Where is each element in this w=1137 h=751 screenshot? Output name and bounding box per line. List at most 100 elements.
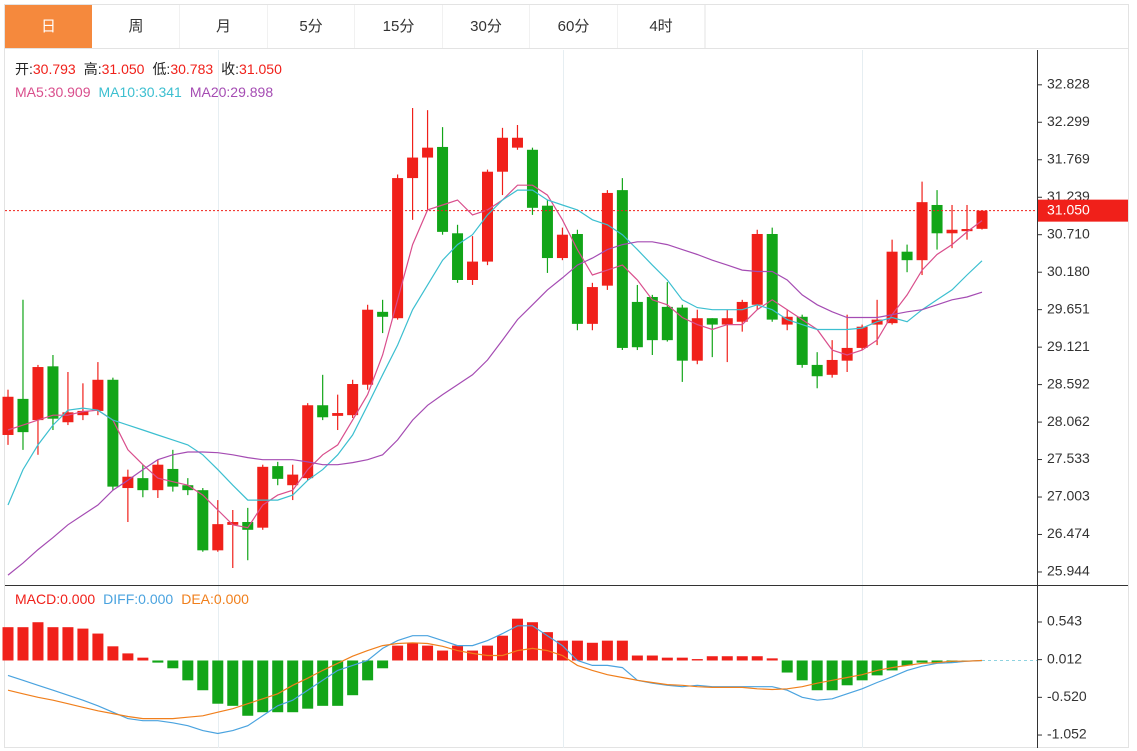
macd-bar bbox=[242, 660, 254, 716]
frame bbox=[4, 4, 1129, 748]
candle-body bbox=[107, 379, 119, 487]
candle-body bbox=[901, 251, 913, 261]
y-tick-label: 32.828 bbox=[1047, 76, 1090, 92]
macd-bar bbox=[467, 650, 479, 661]
macd-bar bbox=[482, 645, 494, 661]
y-tick-label: 28.062 bbox=[1047, 413, 1090, 429]
tab-label[interactable]: 5分 bbox=[299, 18, 322, 35]
candle-body bbox=[526, 149, 538, 208]
macd-bar bbox=[167, 660, 179, 669]
candle-body bbox=[706, 318, 718, 325]
macd-bar bbox=[601, 640, 613, 661]
macd-bar bbox=[77, 628, 89, 661]
tab[interactable]: 5分 bbox=[267, 5, 356, 48]
candle-body bbox=[47, 366, 59, 419]
macd-bar bbox=[811, 660, 823, 691]
macd-bar bbox=[422, 645, 434, 661]
macd-bar bbox=[377, 660, 389, 669]
candle-body bbox=[601, 192, 613, 286]
legend-label: DEA: bbox=[181, 591, 214, 607]
macd-bar bbox=[556, 640, 568, 661]
tab-bg[interactable] bbox=[267, 5, 355, 48]
y-tick-label: -0.520 bbox=[1047, 688, 1087, 704]
macd-bar bbox=[32, 622, 44, 661]
macd-bar bbox=[317, 660, 329, 706]
macd-bar bbox=[526, 622, 538, 661]
macd-bar bbox=[197, 660, 209, 691]
candle-body bbox=[781, 316, 793, 325]
candle-body bbox=[631, 301, 643, 348]
tab-label[interactable]: 4时 bbox=[649, 18, 672, 35]
candle-body bbox=[317, 405, 329, 418]
last-price-box bbox=[1038, 199, 1128, 222]
candle-body bbox=[736, 301, 748, 322]
macd-bar bbox=[646, 655, 658, 661]
tab[interactable]: 月 bbox=[180, 5, 268, 48]
tab-bg[interactable] bbox=[355, 5, 442, 48]
macd-bar bbox=[616, 640, 628, 661]
tab-bg[interactable] bbox=[5, 5, 92, 48]
tab-bg[interactable] bbox=[180, 5, 267, 48]
macd-bar bbox=[871, 660, 883, 676]
tab[interactable]: 30分 bbox=[442, 5, 531, 48]
macd-bar bbox=[347, 660, 359, 696]
tab[interactable]: 60分 bbox=[530, 5, 618, 48]
tab-label[interactable]: 15分 bbox=[383, 18, 415, 35]
y-tick-label: 27.003 bbox=[1047, 488, 1090, 504]
candle-body bbox=[482, 171, 494, 262]
tab[interactable]: 周 bbox=[92, 5, 181, 48]
candle-body bbox=[212, 524, 224, 551]
macd-bar bbox=[661, 657, 673, 661]
candle-body bbox=[257, 466, 269, 528]
macd-bar bbox=[437, 650, 449, 661]
macd-bar bbox=[92, 633, 104, 661]
candle-body bbox=[437, 146, 449, 232]
candle-body bbox=[976, 210, 988, 229]
candle-body bbox=[227, 522, 239, 525]
macd-bar bbox=[841, 660, 853, 686]
macd-bar bbox=[62, 627, 74, 661]
candle-body bbox=[377, 311, 389, 317]
macd-bar bbox=[886, 660, 898, 671]
tab[interactable]: 日 bbox=[5, 5, 92, 48]
tab-label[interactable]: 周 bbox=[128, 18, 143, 35]
candle-body bbox=[422, 147, 434, 158]
legend-value: 30.341 bbox=[139, 84, 182, 100]
macd-bar bbox=[272, 660, 284, 713]
macd-bar bbox=[781, 660, 793, 673]
macd-bar bbox=[706, 656, 718, 661]
tab-bg[interactable] bbox=[530, 5, 617, 48]
legend-value: 31.050 bbox=[102, 61, 145, 77]
candle-body bbox=[407, 157, 419, 179]
candle-body bbox=[661, 306, 673, 341]
candle-body bbox=[272, 466, 284, 479]
tab-bg[interactable] bbox=[617, 5, 705, 48]
y-tick-label: 25.944 bbox=[1047, 563, 1090, 579]
tab-bg[interactable] bbox=[442, 5, 530, 48]
candle-body bbox=[452, 233, 464, 280]
legend-value: 31.050 bbox=[239, 61, 282, 77]
tab[interactable]: 15分 bbox=[355, 5, 443, 48]
tab-label[interactable]: 60分 bbox=[558, 18, 590, 35]
ma-line bbox=[7, 189, 983, 506]
legend-label: MA5: bbox=[15, 84, 48, 100]
tab-label[interactable]: 30分 bbox=[470, 18, 502, 35]
tab-label[interactable]: 月 bbox=[216, 18, 231, 35]
macd-bar bbox=[541, 632, 553, 661]
candle-body bbox=[946, 229, 958, 234]
candle-body bbox=[467, 261, 479, 280]
tab-label[interactable]: 日 bbox=[41, 18, 56, 35]
macd-bar bbox=[736, 656, 748, 661]
y-tick-label: 29.121 bbox=[1047, 338, 1090, 354]
candle-body bbox=[766, 233, 778, 320]
y-tick-label: 27.533 bbox=[1047, 450, 1090, 466]
macd-bar bbox=[302, 660, 314, 709]
candle-body bbox=[496, 137, 508, 172]
macd-bar bbox=[916, 660, 928, 663]
legend: MACD:0.000 DIFF:0.000 DEA:0.000 bbox=[15, 591, 249, 607]
candle-body bbox=[362, 309, 374, 385]
tab-bg[interactable] bbox=[92, 5, 180, 48]
candle-body bbox=[796, 316, 808, 365]
macd-bar bbox=[182, 660, 194, 681]
tab[interactable]: 4时 bbox=[617, 5, 706, 48]
